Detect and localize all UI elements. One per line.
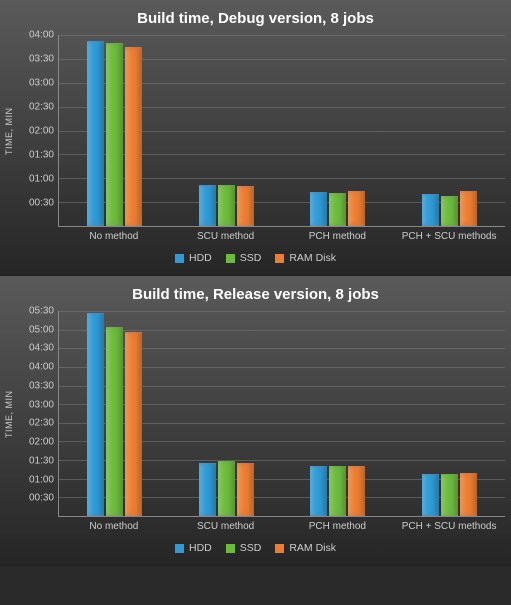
bar-ram-disk xyxy=(460,473,477,516)
bar-hdd xyxy=(87,41,104,226)
y-tick: 01:30 xyxy=(29,455,54,466)
bar-group xyxy=(282,35,394,226)
y-tick: 03:00 xyxy=(29,78,54,89)
legend-label: SSD xyxy=(240,252,262,264)
bar-ssd xyxy=(218,461,235,516)
legend-item: SSD xyxy=(226,252,262,264)
y-tick: 01:00 xyxy=(29,174,54,185)
x-label: SCU method xyxy=(170,517,282,532)
x-label: No method xyxy=(58,227,170,242)
legend-item: HDD xyxy=(175,542,212,554)
x-label: No method xyxy=(58,517,170,532)
legend-swatch xyxy=(226,254,235,263)
bar-hdd xyxy=(87,313,104,516)
x-label: PCH + SCU methods xyxy=(393,517,505,532)
legend-swatch xyxy=(226,544,235,553)
bar-ram-disk xyxy=(348,466,365,516)
x-label: PCH + SCU methods xyxy=(393,227,505,242)
legend-swatch xyxy=(175,254,184,263)
bar-ssd xyxy=(329,193,346,226)
y-tick: 05:00 xyxy=(29,324,54,335)
legend-item: RAM Disk xyxy=(275,542,336,554)
bar-ssd xyxy=(329,466,346,516)
bar-group xyxy=(171,35,283,226)
legend-item: HDD xyxy=(175,252,212,264)
legend-label: SSD xyxy=(240,542,262,554)
charts-container: Build time, Debug version, 8 jobsTIME, M… xyxy=(0,0,511,566)
legend-swatch xyxy=(175,544,184,553)
legend-label: RAM Disk xyxy=(289,252,336,264)
y-axis-label: TIME, MIN xyxy=(0,35,18,227)
legend: HDD SSD RAM Disk xyxy=(0,242,511,274)
y-tick: 02:00 xyxy=(29,126,54,137)
chart-title: Build time, Release version, 8 jobs xyxy=(0,276,511,311)
y-tick: 01:00 xyxy=(29,474,54,485)
y-tick: 04:00 xyxy=(29,30,54,41)
plot-area xyxy=(58,311,505,517)
legend-item: RAM Disk xyxy=(275,252,336,264)
y-tick: 02:30 xyxy=(29,418,54,429)
legend-label: RAM Disk xyxy=(289,542,336,554)
chart-panel-debug: Build time, Debug version, 8 jobsTIME, M… xyxy=(0,0,511,276)
bar-ssd xyxy=(106,43,123,226)
y-tick: 04:30 xyxy=(29,343,54,354)
plot-area-wrap: TIME, MIN04:0003:3003:0002:3002:0001:300… xyxy=(0,35,511,227)
y-tick: 00:30 xyxy=(29,198,54,209)
y-tick: 05:30 xyxy=(29,306,54,317)
bar-ssd xyxy=(441,474,458,516)
y-tick: 03:30 xyxy=(29,380,54,391)
bar-hdd xyxy=(199,185,216,226)
y-tick: 02:30 xyxy=(29,102,54,113)
x-label: PCH method xyxy=(282,227,394,242)
bar-ram-disk xyxy=(460,191,477,226)
x-label: SCU method xyxy=(170,227,282,242)
plot-area-wrap: TIME, MIN05:3005:0004:3004:0003:3003:000… xyxy=(0,311,511,517)
legend-label: HDD xyxy=(189,252,212,264)
legend: HDD SSD RAM Disk xyxy=(0,532,511,564)
bar-ssd xyxy=(106,327,123,516)
x-labels: No methodSCU methodPCH methodPCH + SCU m… xyxy=(58,517,511,532)
legend-label: HDD xyxy=(189,542,212,554)
bar-ram-disk xyxy=(348,191,365,226)
bar-hdd xyxy=(199,463,216,516)
y-tick: 00:30 xyxy=(29,493,54,504)
bar-group xyxy=(282,311,394,516)
plot-area xyxy=(58,35,505,227)
bar-groups xyxy=(59,35,505,226)
legend-swatch xyxy=(275,544,284,553)
legend-swatch xyxy=(275,254,284,263)
bar-group xyxy=(59,311,171,516)
y-tick: 03:30 xyxy=(29,54,54,65)
bar-group xyxy=(394,311,506,516)
legend-item: SSD xyxy=(226,542,262,554)
bar-ram-disk xyxy=(237,186,254,226)
bar-hdd xyxy=(422,194,439,226)
bar-groups xyxy=(59,311,505,516)
bar-group xyxy=(394,35,506,226)
bar-hdd xyxy=(422,474,439,516)
bar-ssd xyxy=(218,185,235,226)
y-ticks: 04:0003:3003:0002:3002:0001:3001:0000:30 xyxy=(18,35,58,227)
bar-ram-disk xyxy=(125,332,142,517)
bar-hdd xyxy=(310,466,327,516)
bar-ssd xyxy=(441,196,458,226)
bar-group xyxy=(171,311,283,516)
y-tick: 02:00 xyxy=(29,437,54,448)
x-labels: No methodSCU methodPCH methodPCH + SCU m… xyxy=(58,227,511,242)
bar-ram-disk xyxy=(237,463,254,516)
chart-title: Build time, Debug version, 8 jobs xyxy=(0,0,511,35)
y-tick: 04:00 xyxy=(29,362,54,373)
y-tick: 03:00 xyxy=(29,399,54,410)
y-axis-label: TIME, MIN xyxy=(0,311,18,517)
bar-hdd xyxy=(310,192,327,226)
bar-group xyxy=(59,35,171,226)
x-label: PCH method xyxy=(282,517,394,532)
y-ticks: 05:3005:0004:3004:0003:3003:0002:3002:00… xyxy=(18,311,58,517)
chart-panel-release: Build time, Release version, 8 jobsTIME,… xyxy=(0,276,511,566)
y-tick: 01:30 xyxy=(29,150,54,161)
bar-ram-disk xyxy=(125,47,142,226)
